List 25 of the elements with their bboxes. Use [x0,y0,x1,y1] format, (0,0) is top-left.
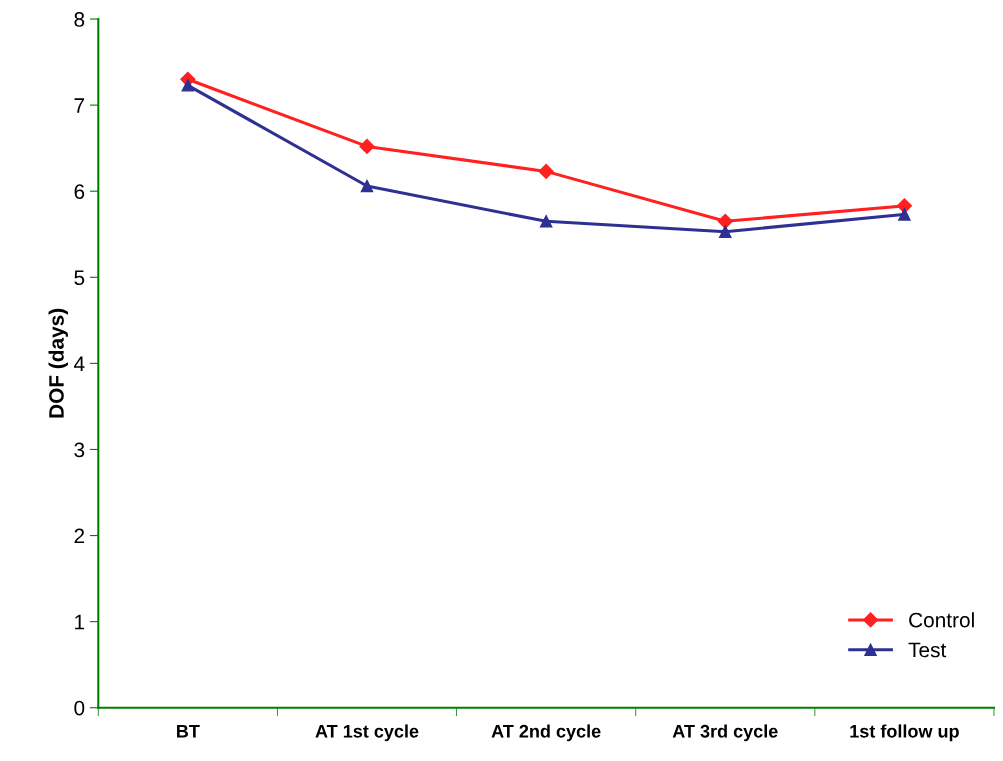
point [181,79,195,92]
point [539,215,553,228]
point [360,179,374,193]
point [898,208,911,221]
y-tick-label: 0 [74,700,85,716]
y-tick-label: 3 [74,442,85,458]
legend-label: Control [909,612,974,628]
x-tick-label: AT 1st cycle [315,724,419,742]
x-tick-label: 1st follow up [850,724,959,742]
y-tick-label: 1 [75,614,85,630]
legend-label: Test [908,642,947,658]
y-tick-label: 5 [74,270,85,286]
y-tick-label: 4 [73,356,85,371]
x-tick-label: AT 2nd cycle [491,724,601,742]
y-axis-title: DOF (days) [48,308,68,418]
point [717,213,733,229]
point [359,138,375,155]
x-tick-label: AT 3rd cycle [672,724,778,742]
point [538,163,554,179]
y-tick-label: 2 [74,528,85,544]
x-tick-label: BT [177,725,200,738]
point [719,225,732,238]
y-tick-label: 6 [74,184,85,199]
y-tick-label: 7 [74,98,85,113]
y-tick-label: 8 [74,12,85,27]
